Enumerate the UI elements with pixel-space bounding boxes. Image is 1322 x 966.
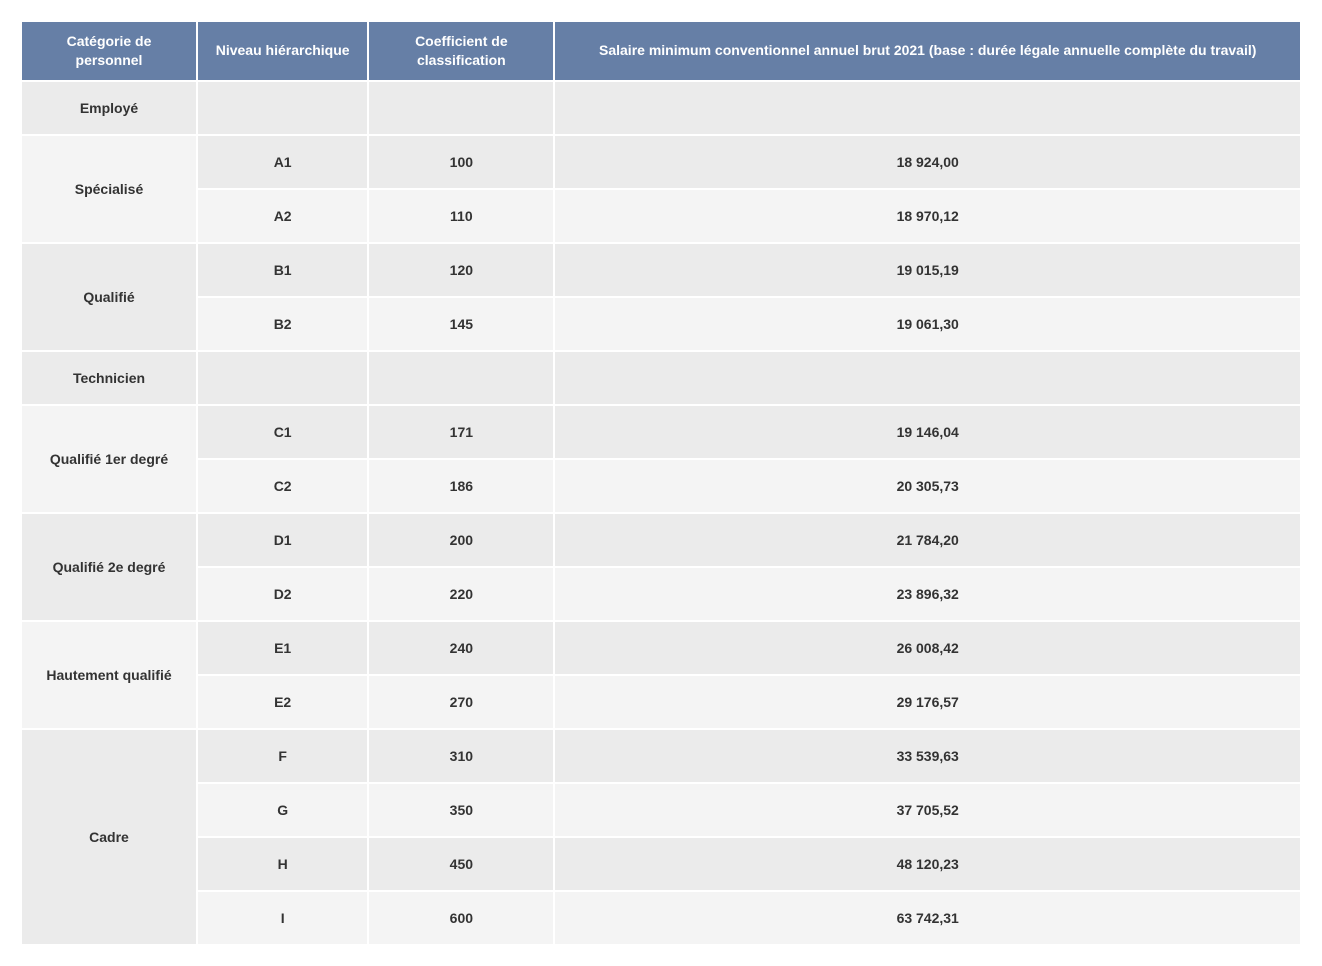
table-row: Cadre F 310 33 539,63 xyxy=(22,730,1300,782)
cell-categorie: Hautement qualifié xyxy=(22,622,196,728)
cell-niveau: E1 xyxy=(198,622,367,674)
cell-categorie: Cadre xyxy=(22,730,196,944)
cell-categorie: Spécialisé xyxy=(22,136,196,242)
col-header-niveau: Niveau hiérarchique xyxy=(198,22,367,80)
table-row: Qualifié 2e degré D1 200 21 784,20 xyxy=(22,514,1300,566)
cell-coef: 310 xyxy=(369,730,553,782)
cell-niveau: D2 xyxy=(198,568,367,620)
cell-categorie: Employé xyxy=(22,82,196,134)
cell-salaire: 18 970,12 xyxy=(555,190,1300,242)
cell-niveau: F xyxy=(198,730,367,782)
cell-coef: 171 xyxy=(369,406,553,458)
cell-coef: 100 xyxy=(369,136,553,188)
table-row: D2 220 23 896,32 xyxy=(22,568,1300,620)
col-header-categorie: Catégorie de personnel xyxy=(22,22,196,80)
cell-niveau: D1 xyxy=(198,514,367,566)
cell-niveau: B2 xyxy=(198,298,367,350)
cell-niveau xyxy=(198,82,367,134)
cell-salaire: 21 784,20 xyxy=(555,514,1300,566)
cell-niveau: A2 xyxy=(198,190,367,242)
cell-salaire: 19 015,19 xyxy=(555,244,1300,296)
cell-salaire: 29 176,57 xyxy=(555,676,1300,728)
table-row: C2 186 20 305,73 xyxy=(22,460,1300,512)
table-row: E2 270 29 176,57 xyxy=(22,676,1300,728)
cell-niveau: A1 xyxy=(198,136,367,188)
cell-niveau: C1 xyxy=(198,406,367,458)
cell-coef: 186 xyxy=(369,460,553,512)
table-row: G 350 37 705,52 xyxy=(22,784,1300,836)
cell-coef: 120 xyxy=(369,244,553,296)
cell-niveau: C2 xyxy=(198,460,367,512)
salary-table: Catégorie de personnel Niveau hiérarchiq… xyxy=(20,20,1302,946)
cell-coef: 145 xyxy=(369,298,553,350)
cell-coef: 600 xyxy=(369,892,553,944)
cell-salaire: 37 705,52 xyxy=(555,784,1300,836)
col-header-salaire: Salaire minimum conventionnel annuel bru… xyxy=(555,22,1300,80)
cell-salaire: 20 305,73 xyxy=(555,460,1300,512)
cell-categorie: Qualifié 2e degré xyxy=(22,514,196,620)
col-header-coef: Coefficient de classification xyxy=(369,22,553,80)
cell-coef: 110 xyxy=(369,190,553,242)
cell-salaire: 63 742,31 xyxy=(555,892,1300,944)
cell-categorie: Qualifié xyxy=(22,244,196,350)
table-row: A2 110 18 970,12 xyxy=(22,190,1300,242)
cell-coef xyxy=(369,352,553,404)
cell-coef: 220 xyxy=(369,568,553,620)
cell-niveau: G xyxy=(198,784,367,836)
table-row: Qualifié B1 120 19 015,19 xyxy=(22,244,1300,296)
cell-niveau: B1 xyxy=(198,244,367,296)
cell-salaire: 48 120,23 xyxy=(555,838,1300,890)
cell-coef: 240 xyxy=(369,622,553,674)
table-header-row: Catégorie de personnel Niveau hiérarchiq… xyxy=(22,22,1300,80)
cell-categorie: Qualifié 1er degré xyxy=(22,406,196,512)
cell-coef: 450 xyxy=(369,838,553,890)
cell-salaire: 19 146,04 xyxy=(555,406,1300,458)
table-row: H 450 48 120,23 xyxy=(22,838,1300,890)
cell-niveau xyxy=(198,352,367,404)
table-row: Technicien xyxy=(22,352,1300,404)
cell-niveau: E2 xyxy=(198,676,367,728)
cell-niveau: I xyxy=(198,892,367,944)
cell-salaire: 26 008,42 xyxy=(555,622,1300,674)
table-row: Hautement qualifié E1 240 26 008,42 xyxy=(22,622,1300,674)
cell-salaire xyxy=(555,352,1300,404)
table-row: Spécialisé A1 100 18 924,00 xyxy=(22,136,1300,188)
cell-salaire: 33 539,63 xyxy=(555,730,1300,782)
cell-categorie: Technicien xyxy=(22,352,196,404)
cell-salaire: 19 061,30 xyxy=(555,298,1300,350)
cell-coef: 350 xyxy=(369,784,553,836)
cell-salaire: 18 924,00 xyxy=(555,136,1300,188)
table-row: I 600 63 742,31 xyxy=(22,892,1300,944)
cell-coef: 270 xyxy=(369,676,553,728)
cell-salaire: 23 896,32 xyxy=(555,568,1300,620)
cell-coef: 200 xyxy=(369,514,553,566)
cell-coef xyxy=(369,82,553,134)
table-row: B2 145 19 061,30 xyxy=(22,298,1300,350)
cell-niveau: H xyxy=(198,838,367,890)
table-row: Employé xyxy=(22,82,1300,134)
table-row: Qualifié 1er degré C1 171 19 146,04 xyxy=(22,406,1300,458)
cell-salaire xyxy=(555,82,1300,134)
